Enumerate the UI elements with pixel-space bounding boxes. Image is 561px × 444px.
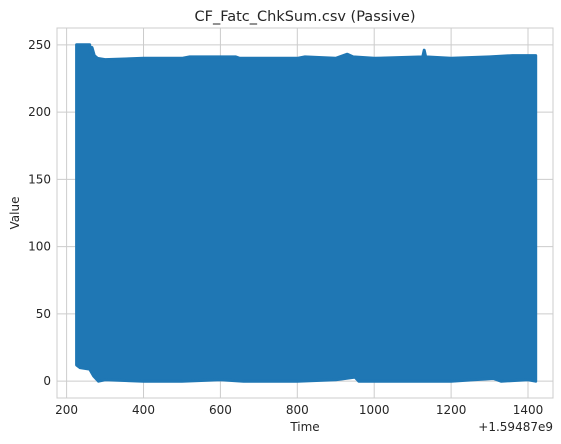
- x-tick-label: 800: [286, 403, 309, 417]
- y-tick-label: 50: [36, 307, 51, 321]
- x-axis-label: Time: [289, 420, 319, 434]
- x-tick-label: 1200: [436, 403, 467, 417]
- chart-title: CF_Fatc_ChkSum.csv (Passive): [194, 9, 415, 25]
- x-tick-label: 400: [132, 403, 155, 417]
- y-tick-label: 200: [28, 105, 51, 119]
- series-layer: [75, 43, 538, 383]
- y-tick-label: 150: [28, 172, 51, 186]
- y-tick-label: 250: [28, 38, 51, 52]
- series-value-band: [75, 43, 538, 383]
- y-tick-label: 100: [28, 240, 51, 254]
- y-tick-label: 0: [43, 374, 51, 388]
- x-tick-label: 200: [55, 403, 78, 417]
- x-tick-label: 600: [209, 403, 232, 417]
- x-tick-labels: 200 400 600 800 1000 1200 1400: [55, 403, 543, 417]
- x-tick-label: 1400: [513, 403, 544, 417]
- y-axis-label: Value: [8, 197, 22, 230]
- x-axis-offset-label: +1.59487e9: [478, 420, 553, 434]
- x-tick-label: 1000: [359, 403, 390, 417]
- y-tick-labels: 0 50 100 150 200 250: [28, 38, 51, 388]
